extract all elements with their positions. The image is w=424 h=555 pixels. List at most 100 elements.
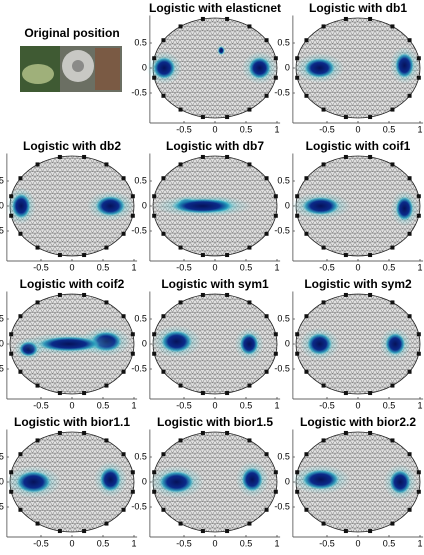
y-tick-label: 0.5	[134, 313, 147, 323]
y-tick-label: 0	[142, 476, 147, 486]
panel-title: Logistic with db7	[166, 139, 264, 153]
conductivity-blob	[302, 197, 340, 215]
electrode	[225, 391, 230, 396]
electrode	[9, 213, 14, 218]
electrode	[18, 176, 23, 181]
electrode	[225, 253, 230, 258]
electrode	[295, 75, 300, 80]
x-tick-label: 1	[131, 262, 136, 272]
electrode	[161, 452, 166, 457]
electrode	[390, 383, 395, 388]
electrode	[247, 521, 252, 526]
electrode	[368, 154, 373, 159]
electrode	[130, 194, 135, 199]
y-tick-label: 0.5	[134, 451, 147, 461]
panel: Logistic with sym1 -0.5 0 0.5 1 0.5 0 -0.5	[131, 277, 281, 410]
panel: Logistic with bior1.5 -0.5 0 0.5 1 0.5 0 -0.5	[131, 415, 281, 548]
x-tick-label: -0.5	[176, 124, 192, 134]
electrode	[225, 115, 230, 120]
conductivity-blob	[239, 333, 259, 355]
electrode	[225, 430, 230, 435]
electrode	[273, 56, 278, 61]
electrode	[343, 115, 348, 120]
electrode	[35, 300, 40, 305]
y-tick-label: 0	[0, 476, 4, 486]
electrode	[368, 292, 373, 297]
electrode	[390, 162, 395, 167]
panel: Logistic with coif1 -0.5 0 0.5 1 0.5 0 -0.5	[274, 139, 424, 272]
electrode	[416, 351, 421, 356]
y-tick-label: 0	[285, 200, 290, 210]
electrode	[82, 154, 87, 159]
x-tick-label: 0	[355, 400, 360, 410]
y-tick-label: 0.5	[134, 175, 147, 185]
x-tick-label: 0.5	[383, 124, 396, 134]
y-tick-label: 0	[142, 62, 147, 72]
electrode	[416, 470, 421, 475]
electrode	[200, 154, 205, 159]
panel: Logistic with sym2 -0.5 0 0.5 1 0.5 0 -0.5	[274, 277, 424, 410]
electrode	[178, 383, 183, 388]
x-tick-label: 0	[355, 124, 360, 134]
x-tick-label: 0.5	[97, 262, 110, 272]
x-tick-label: 1	[417, 538, 422, 548]
electrode	[200, 391, 205, 396]
x-tick-label: -0.5	[33, 538, 49, 548]
electrode	[104, 438, 109, 443]
electrode	[390, 521, 395, 526]
x-tick-label: 0	[212, 124, 217, 134]
panel: Logistic with bior2.2 -0.5 0 0.5 1 0.5 0 -0.5	[274, 415, 424, 548]
electrode	[178, 245, 183, 250]
conductivity-blob	[161, 330, 193, 353]
electrode	[82, 430, 87, 435]
y-tick-label: 0	[142, 200, 147, 210]
electrode	[247, 438, 252, 443]
panel-title: Logistic with sym1	[161, 277, 269, 291]
conductivity-blob	[248, 57, 271, 79]
y-tick-label: 0	[285, 476, 290, 486]
electrode	[152, 470, 157, 475]
electrode	[247, 107, 252, 112]
electrode	[57, 391, 62, 396]
x-tick-label: -0.5	[33, 400, 49, 410]
electrode	[390, 300, 395, 305]
electrode	[321, 245, 326, 250]
electrode	[152, 332, 157, 337]
x-tick-label: 0	[69, 538, 74, 548]
conductivity-blob	[37, 336, 100, 352]
panel: Logistic with db1 -0.5 0 0.5 1 0.5 0 -0.5	[274, 1, 424, 134]
x-tick-label: 1	[131, 400, 136, 410]
y-tick-label: -0.5	[274, 363, 290, 373]
panel-title: Logistic with coif1	[306, 139, 411, 153]
electrode	[295, 489, 300, 494]
electrode	[178, 438, 183, 443]
electrode	[407, 38, 412, 43]
electrode	[161, 231, 166, 236]
conductivity-blob	[304, 58, 336, 78]
electrode	[104, 162, 109, 167]
conductivity-blob	[153, 57, 176, 79]
x-tick-label: -0.5	[319, 262, 335, 272]
electrode	[304, 452, 309, 457]
y-tick-label: 0.5	[277, 175, 290, 185]
electrode	[161, 369, 166, 374]
y-tick-label: 0.5	[0, 175, 4, 185]
electrode	[247, 245, 252, 250]
electrode	[343, 16, 348, 21]
electrode	[416, 489, 421, 494]
y-tick-label: -0.5	[131, 87, 147, 97]
electrode	[321, 438, 326, 443]
electrode	[82, 292, 87, 297]
electrode	[368, 16, 373, 21]
electrode	[104, 521, 109, 526]
conductivity-blob	[395, 53, 414, 78]
panel-title: Logistic with db2	[23, 139, 121, 153]
electrode	[225, 154, 230, 159]
y-tick-label: -0.5	[274, 87, 290, 97]
conductivity-blob	[241, 467, 263, 492]
electrode	[273, 194, 278, 199]
electrode	[304, 176, 309, 181]
electrode	[152, 213, 157, 218]
panel: Logistic with db2 -0.5 0 0.5 1 0.5 0 -0.5	[0, 139, 138, 272]
x-tick-label: 1	[417, 124, 422, 134]
